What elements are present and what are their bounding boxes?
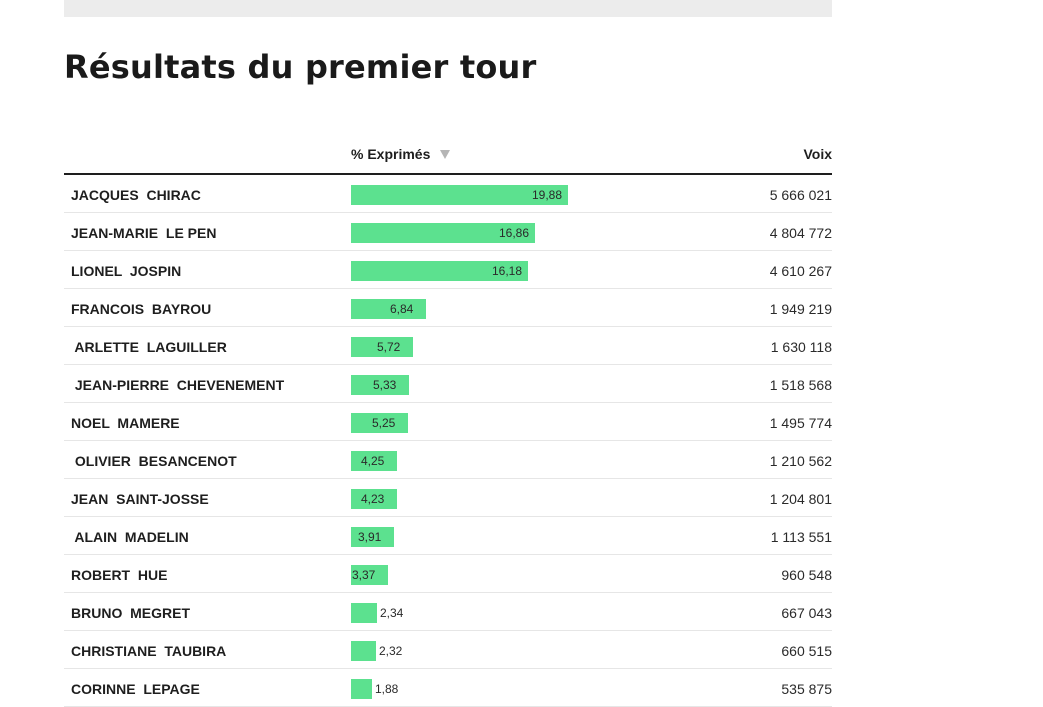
vote-count: 5 666 021 (769, 187, 832, 203)
pct-bar (351, 527, 394, 547)
pct-value: 4,23 (361, 492, 385, 506)
vote-count: 4 610 267 (769, 263, 832, 279)
table-row: ROBERT HUE 3,37 960 548 (64, 555, 832, 593)
vote-count: 1 113 551 (770, 529, 832, 545)
pct-value: 2,34 (380, 606, 404, 620)
candidate-name: JEAN SAINT-JOSSE (71, 491, 209, 507)
table-row: ALAIN MADELIN 3,91 1 113 551 (64, 517, 832, 555)
vote-count: 1 495 774 (769, 415, 832, 431)
pct-bar (351, 679, 372, 699)
table-row: NOEL MAMERE 5,25 1 495 774 (64, 403, 832, 441)
pct-value: 5,25 (372, 416, 396, 430)
vote-count: 1 204 801 (769, 491, 832, 507)
table-row: ARLETTE LAGUILLER 5,72 1 630 118 (64, 327, 832, 365)
vote-count: 1 518 568 (769, 377, 832, 393)
vote-count: 1 210 562 (769, 453, 832, 469)
pct-bar (351, 489, 397, 509)
candidate-name: JEAN-MARIE LE PEN (71, 225, 217, 241)
table-row: OLIVIER BESANCENOT 4,25 1 210 562 (64, 441, 832, 479)
pct-value: 3,91 (358, 530, 382, 544)
candidate-name: CORINNE LEPAGE (71, 681, 200, 697)
vote-count: 667 043 (781, 605, 832, 621)
top-banner-bar (64, 0, 832, 17)
pct-bar (351, 375, 409, 395)
vote-count: 4 804 772 (769, 225, 832, 241)
pct-bar (351, 261, 528, 281)
pct-value: 16,86 (499, 226, 530, 240)
vote-count: 660 515 (781, 643, 832, 659)
pct-bar (351, 451, 397, 471)
candidate-name: ARLETTE LAGUILLER (71, 339, 227, 355)
pct-value: 4,25 (361, 454, 385, 468)
pct-value: 3,37 (352, 568, 376, 582)
pct-bar (351, 337, 413, 357)
pct-value: 16,18 (492, 264, 523, 278)
table-row: BRUNO MEGRET 2,34 667 043 (64, 593, 832, 631)
candidate-name: NOEL MAMERE (71, 415, 180, 431)
candidate-name: JACQUES CHIRAC (71, 187, 201, 203)
pct-bar (351, 641, 376, 661)
sort-triangle-down-icon[interactable] (440, 149, 451, 159)
vote-count: 960 548 (781, 567, 832, 583)
pct-bar (351, 603, 377, 623)
candidate-name: BRUNO MEGRET (71, 605, 190, 621)
pct-bar (351, 223, 535, 243)
table-row: CHRISTIANE TAUBIRA 2,32 660 515 (64, 631, 832, 669)
pct-value: 5,33 (373, 378, 397, 392)
candidate-name: CHRISTIANE TAUBIRA (71, 643, 227, 659)
candidate-name: ALAIN MADELIN (71, 529, 189, 545)
pct-value: 1,88 (375, 682, 399, 696)
column-header-pct-label: % Exprimés (351, 146, 431, 162)
pct-value: 6,84 (390, 302, 414, 316)
vote-count: 535 875 (781, 681, 832, 697)
pct-bar (351, 185, 568, 205)
candidate-name: FRANCOIS BAYROU (71, 301, 212, 317)
pct-bar (351, 413, 408, 433)
column-header-pct[interactable]: % Exprimés (351, 146, 451, 162)
pct-bar (351, 299, 426, 319)
table-row: JACQUES CHIRAC 19,88 5 666 021 (64, 175, 832, 213)
pct-value: 2,32 (379, 644, 403, 658)
table-row: LIONEL JOSPIN 16,18 4 610 267 (64, 251, 832, 289)
pct-value: 19,88 (532, 188, 563, 202)
pct-bar (351, 565, 388, 585)
vote-count: 1 949 219 (769, 301, 832, 317)
results-table: % Exprimés Voix JACQUES CHIRAC 19,88 5 666… (64, 136, 832, 707)
candidate-name: ROBERT HUE (71, 567, 168, 583)
table-row: JEAN-PIERRE CHEVENEMENT 5,33 1 518 568 (64, 365, 832, 403)
vote-count: 1 630 118 (770, 339, 832, 355)
candidate-name: JEAN-PIERRE CHEVENEMENT (71, 377, 285, 393)
page-title: Résultats du premier tour (64, 48, 537, 86)
table-row: JEAN-MARIE LE PEN 16,86 4 804 772 (64, 213, 832, 251)
candidate-name: LIONEL JOSPIN (71, 263, 182, 279)
table-row: JEAN SAINT-JOSSE 4,23 1 204 801 (64, 479, 832, 517)
table-header: % Exprimés Voix (64, 136, 832, 175)
pct-value: 5,72 (377, 340, 401, 354)
table-row: CORINNE LEPAGE 1,88 535 875 (64, 669, 832, 707)
table-row: FRANCOIS BAYROU 6,84 1 949 219 (64, 289, 832, 327)
candidate-name: OLIVIER BESANCENOT (71, 453, 237, 469)
column-header-votes[interactable]: Voix (803, 146, 832, 162)
table-body: JACQUES CHIRAC 19,88 5 666 021 JEAN-MARIE L… (64, 175, 832, 707)
